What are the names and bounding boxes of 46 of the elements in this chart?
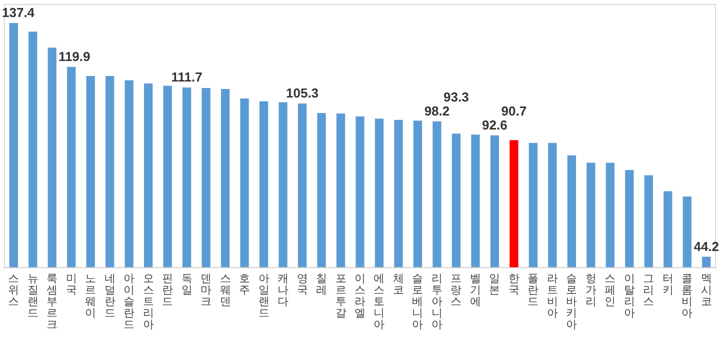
x-tick-label: 스위스 bbox=[8, 272, 20, 308]
data-label: 119.9 bbox=[58, 49, 90, 64]
data-label: 44.2 bbox=[694, 238, 720, 254]
x-tick-label: 네덜란드 bbox=[104, 272, 116, 320]
data-label: 105.3 bbox=[286, 86, 319, 101]
data-label: 137.4 bbox=[2, 5, 36, 20]
x-tick-label: 리투아니아 bbox=[431, 272, 442, 332]
x-tick-label: 오스트리아 bbox=[142, 272, 154, 332]
data-label: 111.7 bbox=[171, 70, 202, 85]
x-tick-label: 슬로바키아 bbox=[566, 272, 578, 332]
x-tick-label: 이스라엘 bbox=[354, 272, 366, 320]
x-tick-label: 독일 bbox=[181, 272, 192, 296]
x-tick-label: 벨기에 bbox=[470, 272, 481, 308]
x-tick-label: 라트비아 bbox=[546, 272, 558, 320]
x-tick-label: 프랑스 bbox=[450, 272, 462, 308]
x-tick-label: 이탈리아 bbox=[624, 272, 635, 320]
x-tick-label: 한국 bbox=[508, 272, 520, 296]
x-tick-label: 체코 bbox=[392, 272, 404, 296]
x-tick-label: 헝가리 bbox=[585, 272, 596, 308]
x-tick-label: 영국 bbox=[296, 272, 308, 296]
x-tick-label: 스페인 bbox=[604, 272, 616, 308]
x-tick-label: 아이슬란드 bbox=[124, 272, 135, 332]
x-tick-label: 아일랜드 bbox=[258, 272, 270, 320]
x-tick-label: 폴란드 bbox=[528, 272, 539, 308]
x-tick-label: 핀란드 bbox=[162, 272, 174, 308]
x-tick-label: 미국 bbox=[66, 272, 77, 296]
data-label: 92.6 bbox=[482, 117, 508, 132]
data-label: 98.2 bbox=[424, 103, 450, 118]
x-tick-label: 노르웨이 bbox=[85, 272, 96, 320]
data-label: 90.7 bbox=[501, 103, 527, 118]
x-tick-label: 덴마크 bbox=[200, 272, 212, 308]
x-tick-label: 스웨덴 bbox=[220, 272, 231, 308]
x-tick-label: 에스토니아 bbox=[374, 272, 385, 332]
x-tick-label: 일본 bbox=[489, 272, 500, 296]
x-tick-label: 호주 bbox=[239, 272, 250, 296]
x-tick-label: 그리스 bbox=[643, 272, 654, 308]
x-tick-label: 포르투갈 bbox=[335, 272, 346, 320]
x-tick-label: 멕시코 bbox=[700, 272, 712, 308]
x-tick-label: 콜롬비아 bbox=[682, 272, 693, 320]
x-tick-label: 터키 bbox=[662, 272, 674, 296]
x-tick-label: 칠레 bbox=[316, 272, 328, 296]
x-tick-label: 룩셈부르크 bbox=[46, 272, 58, 332]
x-tick-label: 캐나다 bbox=[278, 272, 289, 308]
x-tick-label: 뉴질랜드 bbox=[27, 272, 38, 320]
data-label: 93.3 bbox=[444, 89, 469, 104]
x-tick-label: 슬로베니아 bbox=[412, 272, 424, 332]
